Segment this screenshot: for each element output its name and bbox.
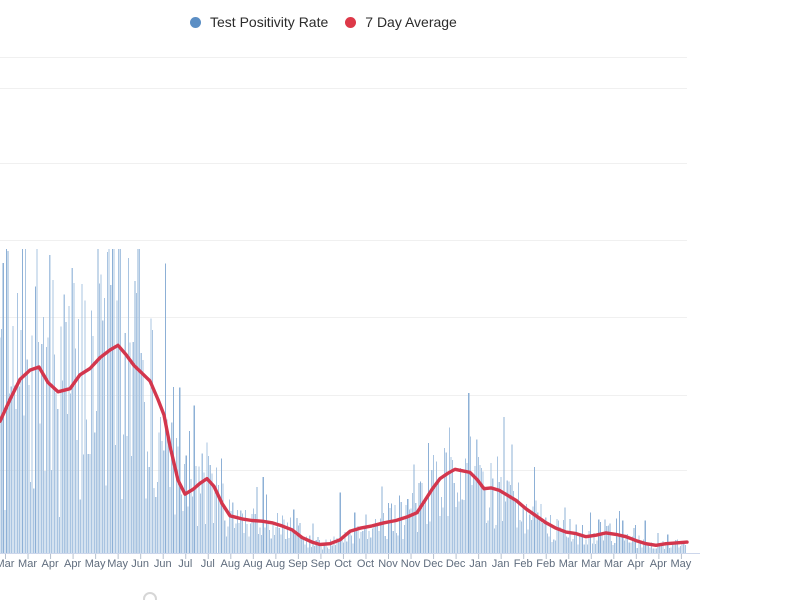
x-tick-label: Mar xyxy=(603,558,623,570)
legend-item-7-day-average[interactable]: 7 Day Average xyxy=(345,15,457,29)
chart-legend: Test Positivity Rate 7 Day Average xyxy=(190,15,457,29)
x-tick-label: Aug xyxy=(220,558,241,570)
x-tick-label: Dec xyxy=(445,558,466,570)
x-tick-label: May xyxy=(670,558,692,570)
x-tick-label: Mar xyxy=(0,558,15,570)
x-tick-label: Jun xyxy=(131,558,150,570)
x-tick-label: Jul xyxy=(200,558,215,570)
x-tick-label: Feb xyxy=(536,558,556,570)
x-tick-label: Apr xyxy=(627,558,645,570)
x-tick-label: Sep xyxy=(288,558,308,570)
legend-item-test-positivity-rate[interactable]: Test Positivity Rate xyxy=(190,15,328,29)
blue-dot-icon xyxy=(190,16,201,28)
x-tick-label: Mar xyxy=(18,558,37,570)
x-tick-label: Jul xyxy=(178,558,193,570)
x-tick-label: Sep xyxy=(310,558,331,570)
legend-label: Test Positivity Rate xyxy=(210,14,329,30)
x-tick-label: May xyxy=(84,558,106,570)
x-tick-label: Jan xyxy=(469,558,487,570)
x-tick-label: Dec xyxy=(423,558,443,570)
x-tick-label: Mar xyxy=(558,558,578,570)
cut-off-element-below-chart xyxy=(143,592,157,600)
x-tick-label: Apr xyxy=(41,558,59,570)
x-tick-label: Apr xyxy=(64,558,82,570)
x-tick-label: Jan xyxy=(491,558,510,570)
red-dot-icon xyxy=(345,16,357,28)
x-tick-label: Jun xyxy=(153,558,172,570)
x-tick-label: May xyxy=(107,558,129,570)
x-tick-label: Feb xyxy=(513,558,533,570)
x-tick-label: Oct xyxy=(356,558,375,570)
x-tick-label: Nov xyxy=(378,558,398,570)
legend-label: 7 Day Average xyxy=(365,14,457,30)
x-tick-label: Oct xyxy=(334,558,352,570)
x-tick-label: Mar xyxy=(581,558,601,570)
x-axis-labels: Mar Mar Apr Apr May May Jun Jun Jul Jul Aug Aug Aug S… xyxy=(0,558,800,574)
x-tick-label: Aug xyxy=(243,558,263,570)
x-tick-label: Nov xyxy=(400,558,421,570)
x-tick-label: Apr xyxy=(649,558,667,570)
x-tick-label: Aug xyxy=(265,558,286,570)
